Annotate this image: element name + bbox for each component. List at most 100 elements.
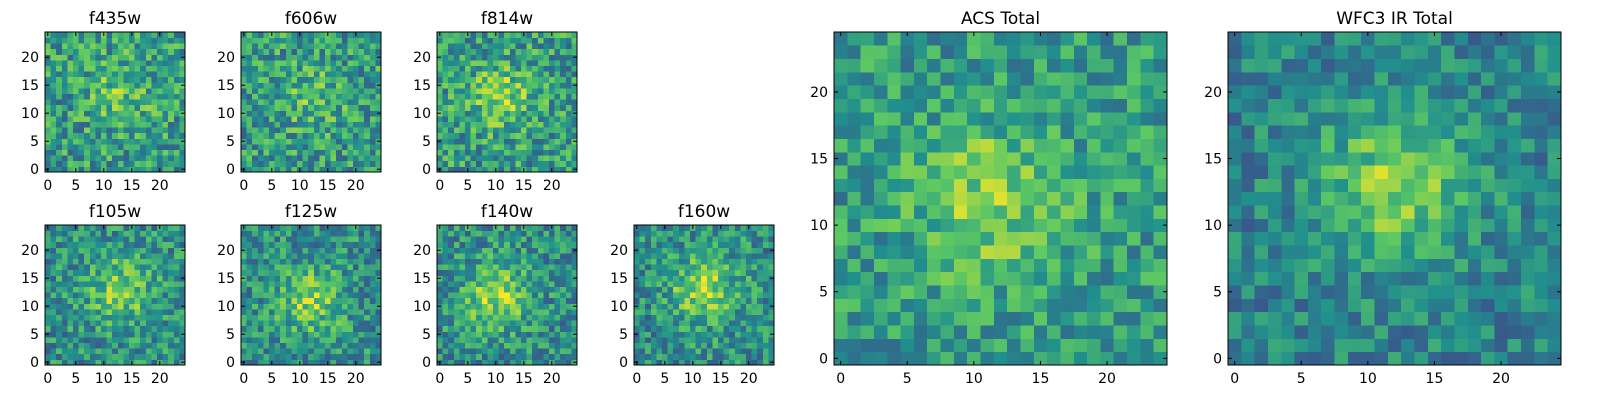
- heatmap-cell: [117, 225, 124, 231]
- heatmap-cell: [565, 48, 572, 55]
- heatmap-cell: [140, 325, 147, 332]
- heatmap-cell: [112, 269, 119, 276]
- heatmap-cell: [302, 253, 309, 259]
- heatmap-cell: [145, 48, 152, 55]
- heatmap-cell: [123, 247, 130, 254]
- heatmap-cell: [746, 337, 752, 343]
- heatmap-cell: [537, 149, 544, 156]
- heatmap-cell: [263, 82, 270, 89]
- heatmap-cell: [358, 353, 365, 360]
- heatmap-cell: [285, 325, 292, 332]
- heatmap-cell: [521, 309, 527, 315]
- heatmap-cell: [369, 253, 376, 259]
- heatmap-cell: [140, 359, 147, 366]
- heatmap-cell: [470, 320, 477, 327]
- heatmap-cell: [560, 116, 567, 122]
- heatmap-cell: [308, 155, 315, 162]
- heatmap-cell: [330, 132, 337, 139]
- heatmap-cell: [678, 353, 685, 360]
- heatmap-cell: [241, 236, 247, 243]
- heatmap-cell: [101, 286, 107, 293]
- heatmap-cell: [89, 314, 96, 321]
- heatmap-cell: [358, 225, 365, 231]
- heatmap-cell: [1113, 218, 1128, 233]
- heatmap-cell: [1140, 298, 1155, 313]
- heatmap-cell: [470, 275, 477, 282]
- heatmap-cell: [493, 71, 499, 78]
- heatmap-cell: [532, 275, 539, 282]
- heatmap-cell: [953, 325, 968, 339]
- heatmap-cell: [375, 32, 382, 38]
- heatmap-cell: [442, 71, 449, 78]
- heatmap-cell: [537, 309, 544, 315]
- heatmap-cell: [375, 281, 382, 287]
- heatmap-cell: [241, 76, 247, 83]
- y-tick-label: 0: [226, 162, 235, 178]
- heatmap-cell: [554, 275, 561, 282]
- heatmap-cell: [364, 325, 371, 332]
- heatmap-cell: [521, 264, 527, 271]
- heatmap-cell: [706, 241, 713, 248]
- heatmap-cell: [162, 236, 169, 243]
- heatmap-cell: [302, 286, 309, 293]
- heatmap-cell: [263, 297, 270, 304]
- heatmap-cell: [151, 54, 158, 61]
- heatmap-cell: [521, 286, 527, 293]
- heatmap-cell: [101, 292, 107, 299]
- heatmap-cell: [78, 166, 85, 173]
- heatmap-cell: [442, 286, 449, 293]
- heatmap-cell: [84, 160, 91, 167]
- heatmap-cell: [667, 253, 674, 259]
- heatmap-cell: [532, 241, 539, 248]
- heatmap-cell: [84, 93, 91, 100]
- heatmap-cell: [56, 88, 63, 94]
- heatmap-cell: [274, 48, 281, 55]
- heatmap-cell: [358, 286, 365, 293]
- heatmap-cell: [437, 121, 443, 128]
- heatmap-cell: [847, 245, 862, 259]
- heatmap-cell: [532, 342, 539, 349]
- heatmap-cell: [84, 230, 91, 237]
- heatmap-cell: [940, 285, 955, 299]
- heatmap-cell: [173, 48, 180, 55]
- heatmap-cell: [834, 258, 848, 273]
- heatmap-cell: [887, 178, 901, 193]
- heatmap-cell: [257, 37, 264, 44]
- heatmap-cell: [667, 247, 674, 254]
- heatmap-cell: [313, 230, 320, 237]
- heatmap-cell: [151, 359, 158, 366]
- heatmap-cell: [1153, 338, 1168, 353]
- heatmap-cell: [673, 297, 680, 304]
- heatmap-cell: [493, 43, 499, 50]
- heatmap-cell: [645, 314, 652, 321]
- heatmap-cell: [89, 99, 96, 106]
- heatmap-cell: [280, 155, 287, 162]
- heatmap-cell: [549, 144, 555, 150]
- heatmap-cell: [297, 160, 303, 167]
- heatmap-cell: [45, 241, 51, 248]
- heatmap-cell: [168, 225, 175, 231]
- heatmap-cell: [145, 342, 152, 349]
- heatmap-cell: [504, 71, 511, 78]
- heatmap-cell: [101, 155, 107, 162]
- heatmap-cell: [673, 353, 680, 360]
- heatmap-cell: [470, 230, 477, 237]
- heatmap-cell: [134, 76, 141, 83]
- heatmap-cell: [263, 60, 270, 66]
- heatmap-cell: [112, 76, 119, 83]
- heatmap-cell: [89, 155, 96, 162]
- heatmap-cell: [308, 48, 315, 55]
- y-tick-label: 20: [413, 50, 431, 66]
- heatmap-cell: [448, 314, 455, 321]
- heatmap-cell: [274, 93, 281, 100]
- heatmap-cell: [537, 60, 544, 66]
- heatmap-cell: [319, 116, 326, 122]
- heatmap-cell: [280, 359, 287, 366]
- heatmap-cell: [487, 230, 494, 237]
- heatmap-cell: [140, 348, 147, 355]
- heatmap-cell: [980, 191, 995, 206]
- heatmap-cell: [291, 82, 298, 89]
- heatmap-cell: [151, 325, 158, 332]
- heatmap-cell: [129, 138, 135, 145]
- heatmap-cell: [325, 292, 331, 299]
